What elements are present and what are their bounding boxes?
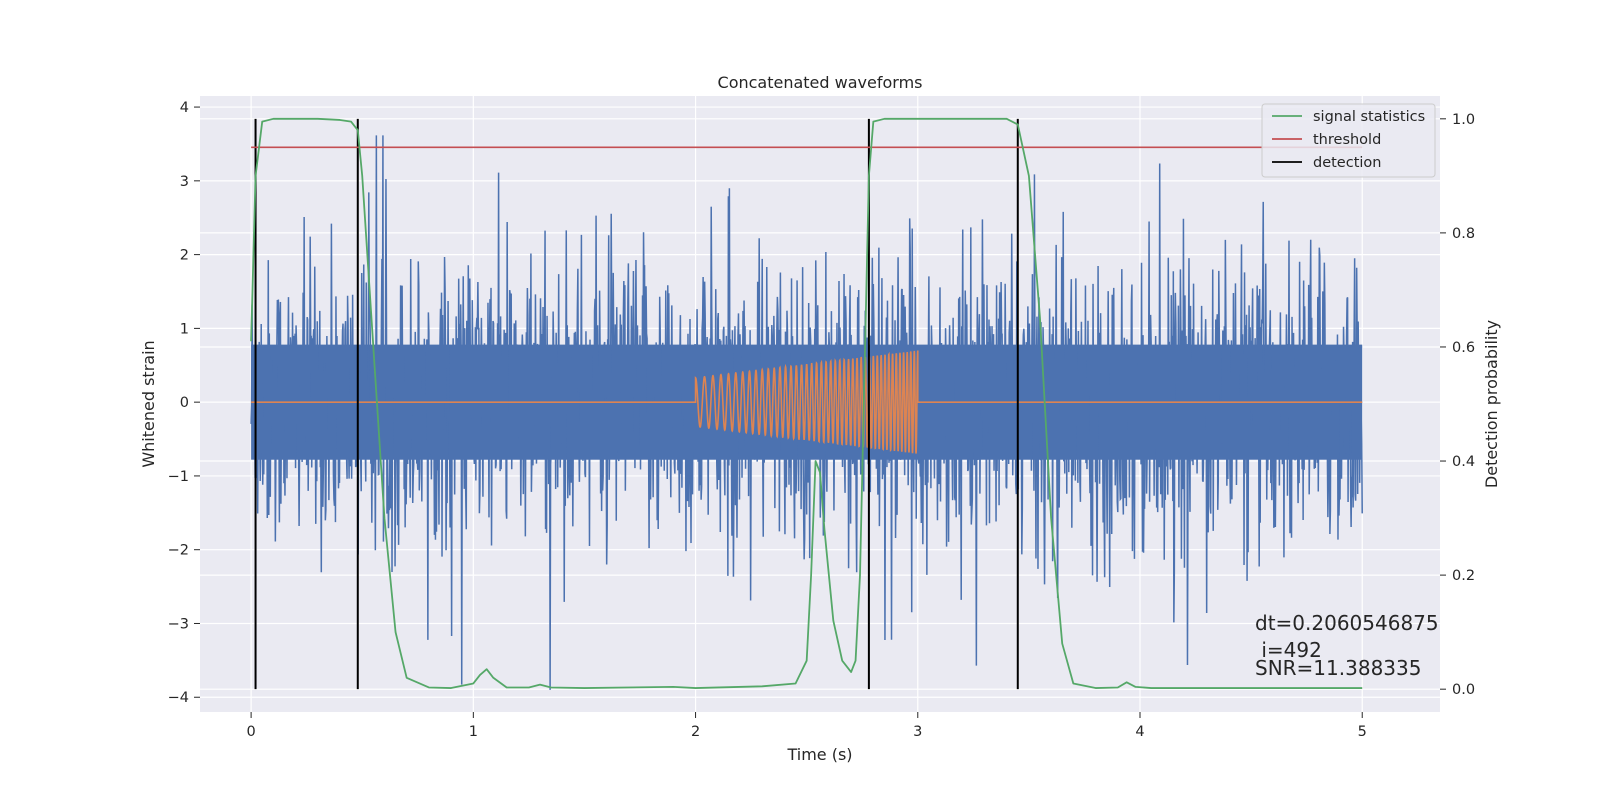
y-tick-label: 2: [180, 248, 189, 264]
annotation-index: i=492: [1255, 638, 1322, 662]
signal-statistics-series: [250, 117, 1363, 689]
x-tick-label: 3: [913, 724, 922, 740]
annotation-dt: dt=0.2060546875: [1255, 611, 1439, 635]
x-tick-label: 2: [691, 724, 700, 740]
legend-label-threshold: threshold: [1313, 132, 1381, 148]
y-axis-label: Whitened strain: [139, 340, 158, 467]
chart-title: Concatenated waveforms: [718, 73, 923, 92]
detection-lines: [254, 118, 1019, 690]
y-tick-label: 0: [180, 395, 189, 411]
x-tick-label: 1: [469, 724, 478, 740]
legend-label-detection: detection: [1313, 155, 1381, 171]
y2-axis-label: Detection probability: [1482, 320, 1501, 488]
x-tick-label: 4: [1135, 724, 1144, 740]
y2-axis-ticks: 0.0 0.2 0.4 0.6 0.8 1.0: [1440, 112, 1475, 698]
y-tick-label: −1: [168, 469, 189, 485]
y2-tick-label: 0.0: [1452, 682, 1475, 698]
x-tick-label: 0: [246, 724, 255, 740]
y2-tick-label: 0.2: [1452, 568, 1475, 584]
template-trace: [251, 350, 1363, 454]
x-tick-label: 5: [1358, 724, 1367, 740]
y2-tick-label: 0.6: [1452, 340, 1475, 356]
y-tick-label: −4: [168, 690, 189, 706]
signal-statistics-line: [250, 117, 1363, 689]
legend-box: [1261, 103, 1436, 178]
y-tick-label: −3: [168, 616, 189, 632]
annotation-snr: SNR=11.388335: [1255, 656, 1421, 680]
legend-label-signal-statistics: signal statistics: [1313, 109, 1425, 125]
y2-tick-label: 1.0: [1452, 112, 1475, 128]
y-axis-ticks: −4 −3 −2 −1 0 1 2 3 4: [168, 100, 200, 706]
x-axis-label: Time (s): [786, 745, 852, 764]
y-tick-label: 4: [180, 100, 189, 116]
legend: signal statistics threshold detection: [1261, 103, 1436, 178]
y-tick-label: 1: [180, 321, 189, 337]
y-tick-label: −2: [168, 543, 189, 559]
y-tick-label: 3: [180, 174, 189, 190]
y2-tick-label: 0.4: [1452, 454, 1475, 470]
x-axis-ticks: 0 1 2 3 4 5: [246, 712, 1367, 740]
y2-tick-label: 0.8: [1452, 226, 1475, 242]
template-waveform-series: [251, 350, 1363, 454]
